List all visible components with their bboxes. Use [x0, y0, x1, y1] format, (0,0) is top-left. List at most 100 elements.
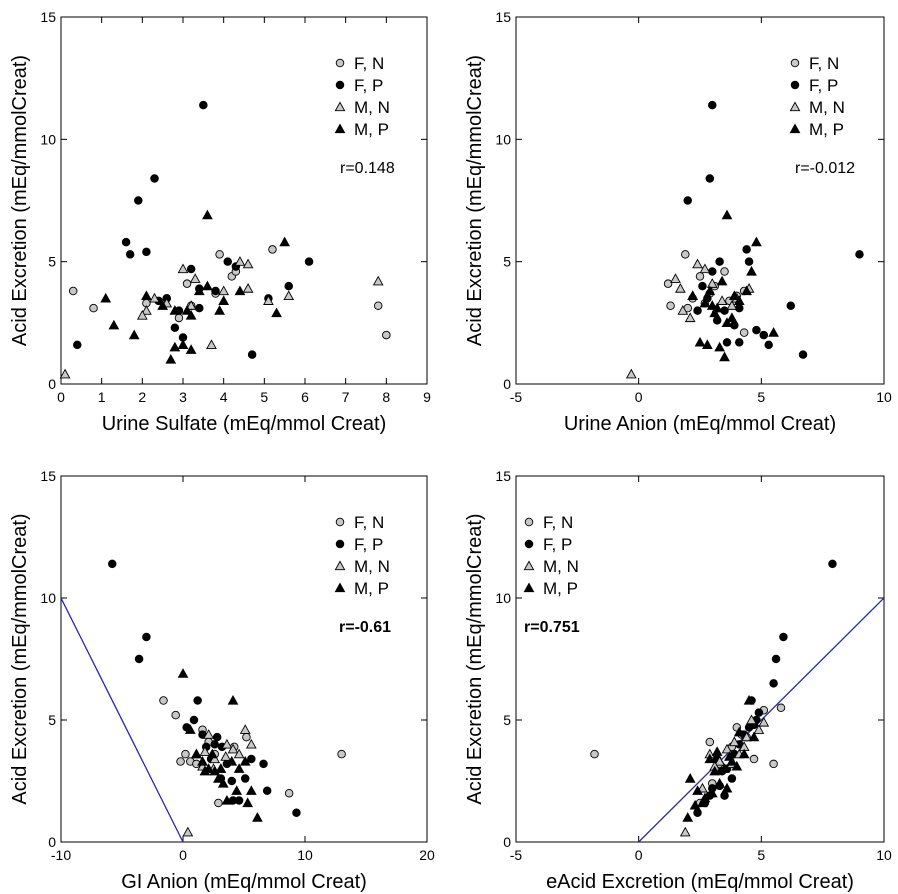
point-f-p — [121, 237, 131, 247]
point-f-p — [186, 264, 196, 274]
plot-frame — [515, 475, 885, 843]
legend-marker-m-p — [523, 582, 535, 593]
legend-marker-m-p — [334, 582, 346, 593]
point-f-p — [698, 281, 707, 291]
point-m-n — [234, 256, 246, 266]
point-m-p — [719, 351, 730, 362]
legend-label-m-n: M, N — [354, 98, 390, 117]
legend-label-m-p: M, P — [809, 120, 844, 139]
point-f-n — [159, 696, 168, 705]
point-m-n — [242, 258, 254, 269]
point-m-n — [136, 309, 148, 320]
point-f-n — [666, 301, 675, 310]
legend-label-m-p: M, P — [354, 579, 389, 598]
point-m-p — [221, 794, 233, 805]
x-tick-label: -10 — [51, 847, 71, 863]
correlation-label: r=-0.012 — [795, 160, 855, 177]
point-m-p — [128, 329, 140, 340]
legend-marker-m-n — [334, 560, 346, 571]
point-f-n — [749, 754, 759, 764]
point-f-n — [681, 250, 690, 259]
x-tick-label: 0 — [57, 389, 65, 405]
point-f-p — [752, 325, 761, 335]
point-m-p — [199, 765, 211, 776]
scatter-panel-1: 0 1 2 3 4 5 6 7 8 9 0 5 10 15 Urine Sulfate (mEq/mmol … — [9, 9, 431, 435]
point-m-p — [694, 336, 706, 347]
point-f-p — [262, 786, 272, 796]
point-m-p — [239, 755, 251, 766]
x-tick-label: 10 — [297, 847, 313, 863]
point-f-p — [234, 796, 244, 805]
x-axis-label: Urine Sulfate (mEq/mmol Creat) — [102, 413, 387, 435]
point-m-p — [748, 731, 760, 742]
point-m-p — [234, 285, 246, 296]
point-m-n — [714, 755, 725, 766]
point-m-p — [726, 312, 738, 323]
point-f-p — [828, 559, 837, 569]
point-f-p — [142, 247, 151, 257]
point-m-n — [679, 826, 691, 837]
point-m-p — [231, 785, 243, 795]
point-f-n — [215, 250, 224, 259]
point-f-n — [590, 749, 599, 759]
point-f-p — [759, 330, 769, 340]
point-m-n — [227, 743, 239, 754]
point-m-p — [218, 295, 230, 305]
legend-label-f-n: F, N — [809, 54, 839, 73]
point-m-n — [182, 826, 194, 837]
point-m-n — [753, 724, 765, 734]
point-f-p — [142, 632, 151, 642]
legend-marker-f-n — [335, 58, 345, 68]
x-tick-label: -5 — [510, 389, 523, 405]
point-f-n — [776, 703, 786, 713]
x-tick-label: 6 — [301, 389, 309, 405]
point-f-p — [730, 321, 739, 330]
point-m-n — [221, 738, 233, 749]
point-f-p — [779, 632, 788, 642]
legend: F, N F, P M, N M, P — [334, 513, 390, 598]
point-m-p — [687, 290, 699, 301]
point-m-p — [689, 799, 701, 810]
plot-frame — [60, 16, 428, 385]
point-m-n — [675, 283, 686, 293]
point-f-p — [227, 776, 237, 786]
point-f-p — [735, 303, 744, 313]
point-f-p — [708, 100, 717, 110]
point-m-n — [746, 714, 757, 725]
x-tick-label: -5 — [510, 847, 523, 863]
point-f-p — [771, 654, 781, 664]
x-tick-label: 4 — [220, 389, 228, 405]
point-m-n — [721, 743, 733, 754]
point-m-p — [733, 726, 745, 737]
point-f-p — [722, 338, 732, 347]
point-f-n — [663, 279, 673, 288]
legend-label-m-n: M, N — [809, 98, 845, 117]
point-m-n — [677, 305, 689, 315]
legend-label-m-n: M, N — [543, 557, 579, 576]
point-m-n — [189, 273, 201, 283]
legend-marker-m-n — [789, 101, 801, 112]
point-f-p — [247, 350, 257, 359]
point-m-n — [716, 295, 728, 305]
legend-label-m-p: M, P — [543, 579, 578, 598]
point-f-p — [304, 257, 314, 266]
point-f-n — [242, 732, 251, 742]
legend-marker-m-n — [334, 101, 346, 112]
point-m-p — [721, 209, 733, 220]
point-m-p — [185, 309, 197, 320]
y-tick-label: 15 — [495, 9, 511, 25]
point-m-p — [719, 763, 730, 773]
point-m-p — [215, 763, 227, 773]
point-m-n — [218, 285, 230, 296]
point-m-p — [704, 285, 716, 296]
y-axis-label: Acid Excretion (mEq/mmolCreat) — [9, 513, 31, 804]
point-f-p — [107, 559, 117, 569]
x-axis-label: Urine Anion (mEq/mmol Creat) — [564, 413, 836, 435]
x-tick-label: 8 — [382, 389, 390, 405]
point-m-p — [233, 763, 245, 773]
point-f-p — [727, 774, 737, 783]
legend-marker-f-p — [335, 539, 345, 549]
point-f-n — [705, 737, 715, 747]
